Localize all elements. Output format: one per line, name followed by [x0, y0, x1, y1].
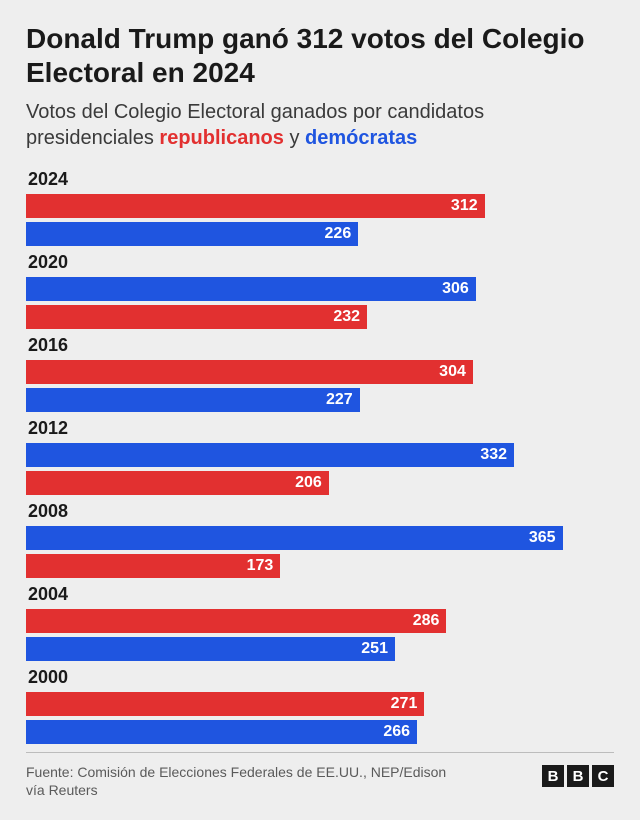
year-group: 2020 306 232: [26, 252, 614, 329]
bar-row: 227: [26, 388, 614, 412]
democrat-bar: 251: [26, 637, 395, 661]
republican-bar: 271: [26, 692, 424, 716]
year-group: 2008 365 173: [26, 501, 614, 578]
bar-value-label: 173: [247, 557, 274, 575]
democrat-bar: 227: [26, 388, 360, 412]
democrat-bar: 266: [26, 720, 417, 744]
bar-value-label: 332: [480, 446, 507, 464]
bar-row: 304: [26, 360, 614, 384]
bar-row: 286: [26, 609, 614, 633]
subtitle-democrat-word: demócratas: [305, 127, 417, 149]
year-label: 2024: [28, 169, 614, 190]
logo-letter: C: [592, 765, 614, 787]
bar-value-label: 312: [451, 197, 478, 215]
year-group: 2012 332 206: [26, 418, 614, 495]
republican-bar: 206: [26, 471, 329, 495]
bar-row: 173: [26, 554, 614, 578]
bar-row: 306: [26, 277, 614, 301]
bar-row: 271: [26, 692, 614, 716]
year-group: 2000 271 266: [26, 667, 614, 744]
republican-bar: 286: [26, 609, 446, 633]
bar-row: 251: [26, 637, 614, 661]
bar-row: 226: [26, 222, 614, 246]
year-group: 2024 312 226: [26, 169, 614, 246]
year-group: 2004 286 251: [26, 584, 614, 661]
year-label: 2020: [28, 252, 614, 273]
bar-value-label: 304: [439, 363, 466, 381]
bar-chart: 2024 312 226 2020 306 232 2016 304 227 2012 332 206…: [26, 169, 614, 744]
year-label: 2012: [28, 418, 614, 439]
source-text: Fuente: Comisión de Elecciones Federales…: [26, 763, 466, 799]
democrat-bar: 365: [26, 526, 563, 550]
bar-row: 312: [26, 194, 614, 218]
year-label: 2004: [28, 584, 614, 605]
democrat-bar: 226: [26, 222, 358, 246]
logo-letter: B: [542, 765, 564, 787]
year-label: 2016: [28, 335, 614, 356]
bar-value-label: 306: [442, 280, 469, 298]
bbc-logo: BBC: [542, 765, 614, 787]
bar-value-label: 251: [361, 640, 388, 658]
subtitle-republican-word: republicanos: [159, 127, 283, 149]
year-label: 2000: [28, 667, 614, 688]
bar-value-label: 226: [325, 225, 352, 243]
democrat-bar: 306: [26, 277, 476, 301]
democrat-bar: 332: [26, 443, 514, 467]
year-label: 2008: [28, 501, 614, 522]
bar-value-label: 206: [295, 474, 322, 492]
chart-footer: Fuente: Comisión de Elecciones Federales…: [26, 752, 614, 799]
bar-value-label: 365: [529, 529, 556, 547]
chart-container: Donald Trump ganó 312 votos del Colegio …: [0, 0, 640, 816]
republican-bar: 304: [26, 360, 473, 384]
bar-row: 206: [26, 471, 614, 495]
republican-bar: 173: [26, 554, 280, 578]
bar-value-label: 286: [413, 612, 440, 630]
subtitle-and: y: [284, 127, 305, 149]
chart-title: Donald Trump ganó 312 votos del Colegio …: [26, 22, 614, 89]
republican-bar: 312: [26, 194, 485, 218]
bar-row: 266: [26, 720, 614, 744]
bar-value-label: 271: [391, 695, 418, 713]
republican-bar: 232: [26, 305, 367, 329]
year-group: 2016 304 227: [26, 335, 614, 412]
bar-row: 232: [26, 305, 614, 329]
bar-row: 332: [26, 443, 614, 467]
bar-value-label: 232: [333, 308, 360, 326]
bar-value-label: 227: [326, 391, 353, 409]
logo-letter: B: [567, 765, 589, 787]
chart-subtitle: Votos del Colegio Electoral ganados por …: [26, 99, 614, 151]
bar-row: 365: [26, 526, 614, 550]
bar-value-label: 266: [383, 723, 410, 741]
